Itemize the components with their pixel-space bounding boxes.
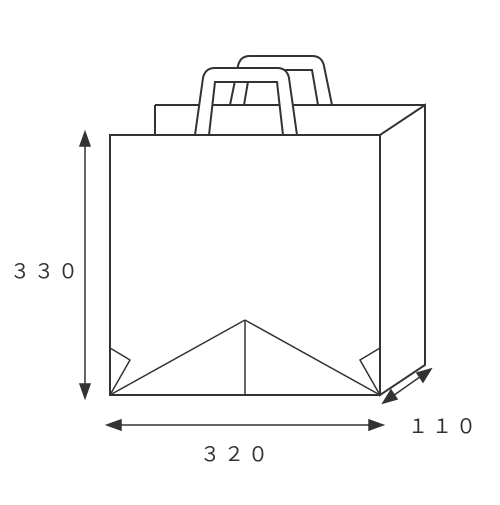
depth-dimension-label: １１０ (408, 410, 480, 439)
width-dimension-label: ３２０ (200, 438, 272, 467)
bag-handle-front (195, 68, 297, 135)
width-dimension-arrow (107, 420, 383, 430)
height-dimension-label: ３３０ (10, 255, 82, 284)
bag-side-panel (380, 105, 425, 395)
bag-dimension-diagram: ３３０ ３２０ １１０ (0, 0, 500, 500)
